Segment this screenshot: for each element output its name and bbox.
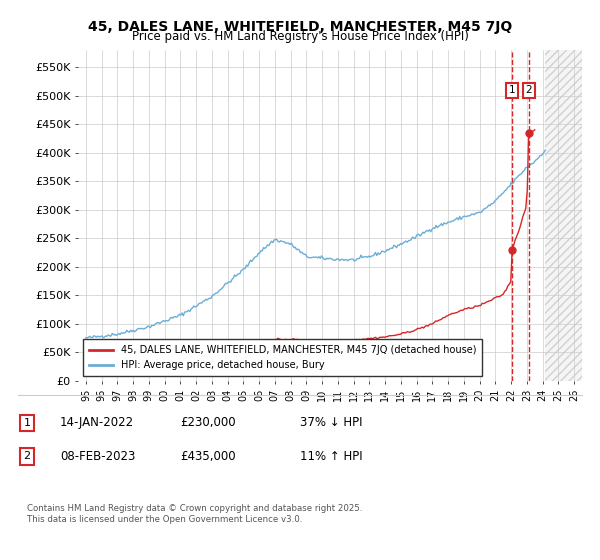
Text: 45, DALES LANE, WHITEFIELD, MANCHESTER, M45 7JQ: 45, DALES LANE, WHITEFIELD, MANCHESTER, … — [88, 20, 512, 34]
Text: 14-JAN-2022: 14-JAN-2022 — [60, 416, 134, 430]
Text: 37% ↓ HPI: 37% ↓ HPI — [300, 416, 362, 430]
Text: 1: 1 — [23, 418, 31, 428]
Text: Price paid vs. HM Land Registry's House Price Index (HPI): Price paid vs. HM Land Registry's House … — [131, 30, 469, 43]
Legend: 45, DALES LANE, WHITEFIELD, MANCHESTER, M45 7JQ (detached house), HPI: Average p: 45, DALES LANE, WHITEFIELD, MANCHESTER, … — [83, 339, 482, 376]
Text: Contains HM Land Registry data © Crown copyright and database right 2025.
This d: Contains HM Land Registry data © Crown c… — [27, 504, 362, 524]
Text: 1: 1 — [508, 85, 515, 95]
Text: 08-FEB-2023: 08-FEB-2023 — [60, 450, 136, 463]
Bar — [545, 50, 582, 381]
Text: 2: 2 — [526, 85, 532, 95]
Text: 2: 2 — [23, 451, 31, 461]
Text: £230,000: £230,000 — [180, 416, 236, 430]
Text: 11% ↑ HPI: 11% ↑ HPI — [300, 450, 362, 463]
Text: £435,000: £435,000 — [180, 450, 236, 463]
Bar — [545, 50, 582, 381]
